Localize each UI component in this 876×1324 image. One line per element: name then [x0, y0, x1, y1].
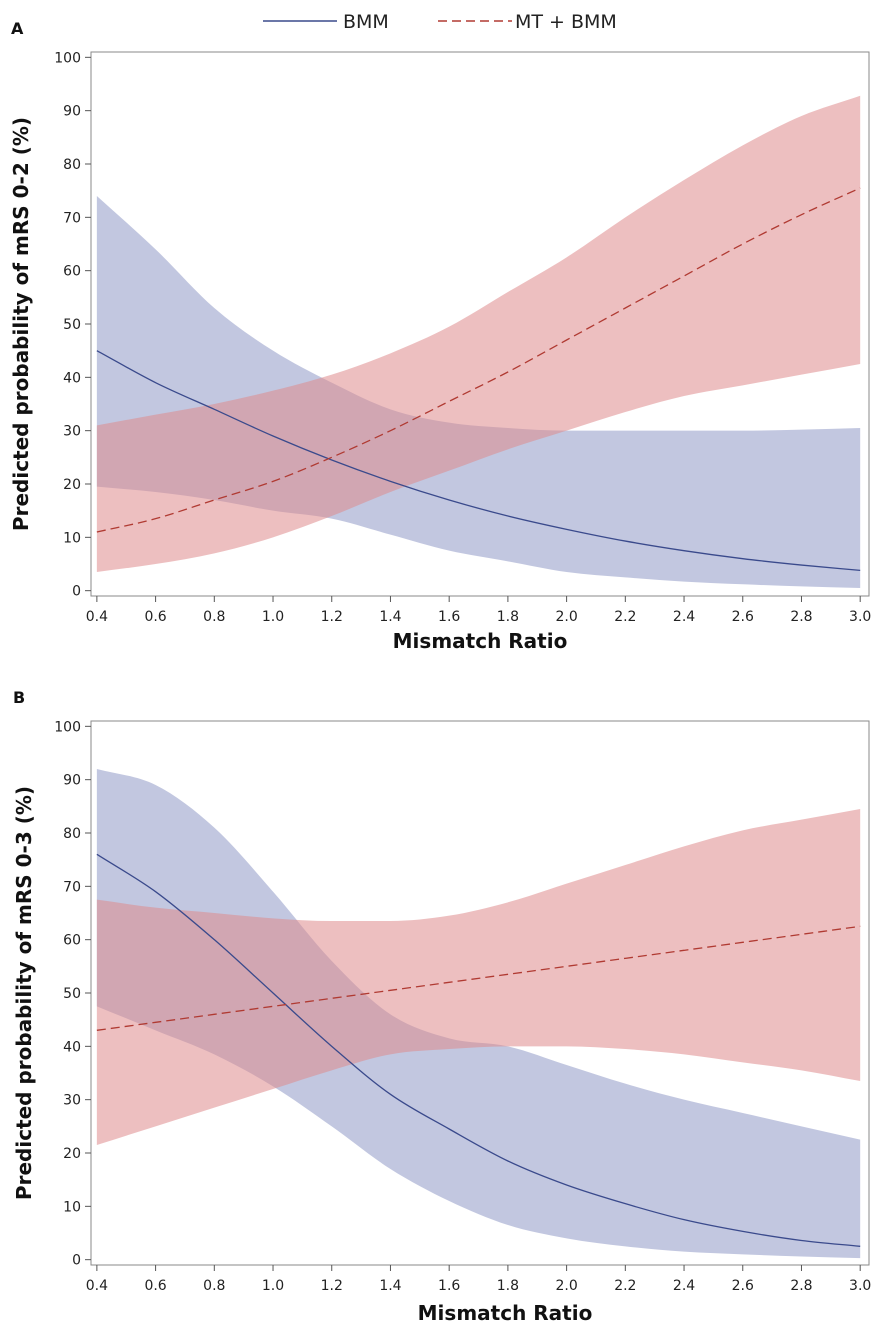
panel-b-y-tick-label: 60	[63, 933, 81, 949]
panel-b-y-tick-label: 70	[63, 879, 81, 895]
panel-b-y-tick-label: 20	[63, 1146, 81, 1162]
panel-b-x-tick-label: 2.2	[614, 1278, 636, 1294]
panel-a-x-tick-label: 1.6	[438, 609, 460, 625]
panel-a-x-tick-label: 0.8	[203, 609, 225, 625]
panel-a-y-tick-label: 20	[63, 477, 81, 493]
panel-b-y-tick-label: 30	[63, 1093, 81, 1109]
panel-a-y-tick-label: 30	[63, 424, 81, 440]
panel-b-bmm-confidence-band	[96, 769, 861, 1259]
panel-b-x-tick-label: 1.0	[262, 1278, 284, 1294]
panel-a-mt-bmm-confidence-band	[96, 95, 861, 572]
panel-a-y-tick-label: 50	[63, 317, 81, 333]
panel-a-x-tick-label: 2.2	[614, 609, 636, 625]
panel-b-y-axis: 0 10 20 30 40 50 60 70 80 90 100	[54, 719, 91, 1269]
panel-a-bmm-line	[96, 350, 861, 572]
panel-a-x-tick-label: 3.0	[849, 609, 871, 625]
panel-a-x-axis-title: Mismatch Ratio	[393, 629, 568, 653]
panel-b-x-tick-label: 1.2	[321, 1278, 343, 1294]
panel-a-x-axis: 0.4 0.6 0.8 1.0 1.2 1.4 1.6 1.8 2.0 2.2 2.4 2.6 2.8 3…	[86, 596, 871, 625]
panel-b-x-tick-label: 2.6	[732, 1278, 754, 1294]
panel-b-y-axis-title: Predicted probability of mRS 0-3 (%)	[12, 786, 36, 1200]
panel-b-bmm-line	[96, 853, 861, 1247]
panel-a-x-tick-label: 2.4	[673, 609, 695, 625]
panel-b-x-tick-label: 1.8	[497, 1278, 519, 1294]
panel-b-y-tick-label: 50	[63, 986, 81, 1002]
panel-a: A 0 10 20 30 40 50 60 70 80 90 100 0.4 0.6 0.8 1.0 1.2…	[9, 19, 871, 653]
legend-label-mt-bmm: MT + BMM	[515, 11, 617, 33]
panel-a-y-tick-label: 40	[63, 370, 81, 386]
panel-a-curves	[96, 187, 861, 572]
panel-b-x-tick-label: 1.6	[438, 1278, 460, 1294]
panel-b-label: B	[13, 688, 25, 707]
panel-b-y-tick-label: 90	[63, 773, 81, 789]
panel-b-confidence-bands	[96, 769, 861, 1259]
panel-b-x-tick-label: 1.4	[379, 1278, 401, 1294]
panel-a-x-tick-label: 0.6	[144, 609, 166, 625]
panel-a-x-tick-label: 2.0	[555, 609, 577, 625]
panel-b-curves	[96, 853, 861, 1247]
panel-a-x-tick-label: 1.8	[497, 609, 519, 625]
panel-a-y-tick-label: 90	[63, 104, 81, 120]
panel-b-y-tick-label: 100	[54, 719, 81, 735]
panel-b-y-tick-label: 10	[63, 1199, 81, 1215]
panel-b-x-axis-title: Mismatch Ratio	[418, 1301, 593, 1324]
panel-b-x-tick-label: 2.0	[555, 1278, 577, 1294]
panel-a-x-tick-label: 0.4	[86, 609, 108, 625]
panel-a-x-tick-label: 1.2	[321, 609, 343, 625]
panel-a-y-tick-label: 100	[54, 50, 81, 66]
panel-b-y-tick-label: 40	[63, 1039, 81, 1055]
panel-b-y-tick-label: 0	[72, 1253, 81, 1269]
panel-b-y-tick-label: 80	[63, 826, 81, 842]
panel-a-y-tick-label: 10	[63, 530, 81, 546]
panel-a-label: A	[11, 19, 24, 38]
panel-a-confidence-bands	[96, 95, 861, 588]
panel-a-y-axis: 0 10 20 30 40 50 60 70 80 90 100	[54, 50, 91, 600]
panel-b-mt-bmm-line	[96, 925, 861, 1031]
panel-a-x-tick-label: 2.8	[790, 609, 812, 625]
panel-b-mt-bmm-confidence-band	[96, 809, 861, 1145]
panel-b-x-axis: 0.4 0.6 0.8 1.0 1.2 1.4 1.6 1.8 2.0 2.2 2.4 2.6 2.8 3…	[86, 1265, 871, 1294]
panel-a-x-tick-label: 1.4	[379, 609, 401, 625]
panel-a-x-tick-label: 2.6	[732, 609, 754, 625]
panel-b: B 0 10 20 30 40 50 60 70 80 90 100 0.4 0.6 0.8 1.0 1.2…	[12, 688, 871, 1324]
panel-b-x-tick-label: 3.0	[849, 1278, 871, 1294]
panel-a-y-tick-label: 60	[63, 264, 81, 280]
panel-a-y-tick-label: 0	[72, 584, 81, 600]
legend: BMM MT + BMM	[263, 11, 617, 33]
panel-a-x-tick-label: 1.0	[262, 609, 284, 625]
panel-b-x-tick-label: 0.8	[203, 1278, 225, 1294]
panel-a-y-tick-label: 80	[63, 157, 81, 173]
panel-a-mt-bmm-line	[96, 187, 861, 533]
panel-a-y-tick-label: 70	[63, 210, 81, 226]
panel-b-x-tick-label: 0.4	[86, 1278, 108, 1294]
panel-a-y-axis-title: Predicted probability of mRS 0-2 (%)	[9, 117, 33, 531]
panel-b-x-tick-label: 2.4	[673, 1278, 695, 1294]
legend-label-bmm: BMM	[343, 11, 389, 33]
panel-b-x-tick-label: 0.6	[144, 1278, 166, 1294]
panel-b-x-tick-label: 2.8	[790, 1278, 812, 1294]
